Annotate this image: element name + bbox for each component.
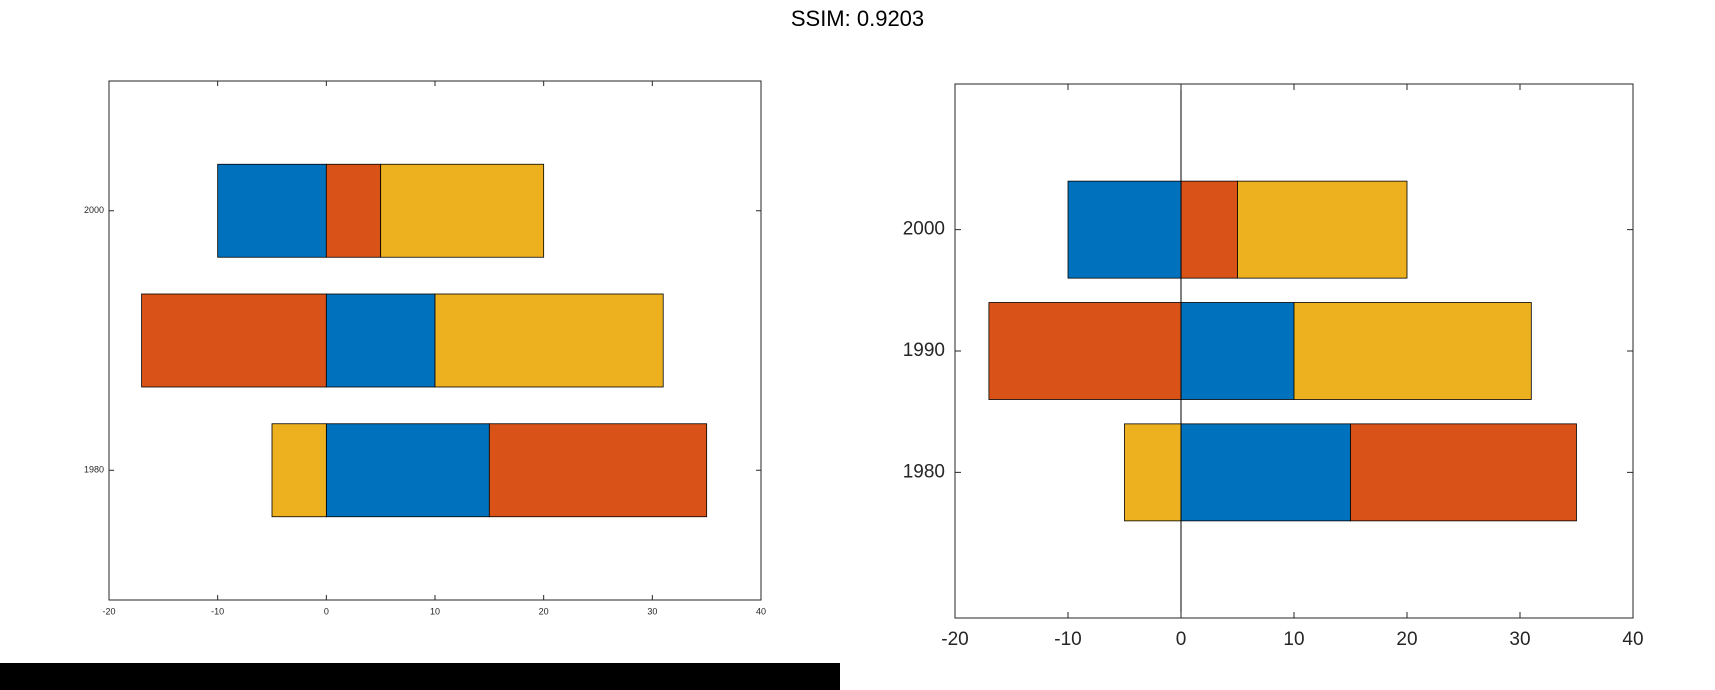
bar-1980-yellow — [1124, 423, 1182, 522]
x-tick-label: -20 — [102, 606, 115, 616]
bar-1990-yellow — [434, 293, 664, 388]
left-chart: -20 -10 0 10 20 30 40 1980 2000 — [84, 80, 766, 616]
x-tick-label: 0 — [1176, 629, 1187, 650]
x-tick-label: 20 — [1396, 629, 1417, 650]
x-tick-label: 40 — [1622, 629, 1643, 650]
x-tick-label: -10 — [211, 606, 224, 616]
x-tick-label: -10 — [1054, 629, 1081, 650]
bar-2000-yellow — [380, 163, 545, 258]
y-tick-label: 1980 — [903, 461, 945, 482]
bar-1980-yellow — [271, 423, 327, 518]
right-chart: -20 -10 0 10 20 30 40 1980 1990 2000 — [903, 83, 1644, 650]
bar-2000-blue — [217, 163, 327, 258]
bar-1990-yellow — [1293, 302, 1532, 400]
page-title: SSIM: 0.9203 — [790, 6, 925, 31]
bar-1980-orange — [488, 423, 708, 518]
black-footer-bar — [0, 663, 840, 690]
bar-1980-orange — [1350, 423, 1577, 522]
x-tick-label: 10 — [430, 606, 440, 616]
x-tick-label: 30 — [647, 606, 657, 616]
bar-2000-yellow — [1237, 180, 1408, 279]
bar-1980-blue — [1180, 423, 1351, 522]
bar-2000-blue — [1067, 180, 1182, 279]
bar-1990-blue — [325, 293, 436, 388]
x-tick-label: 10 — [1283, 629, 1304, 650]
x-tick-label: 20 — [539, 606, 549, 616]
bar-1990-orange — [141, 293, 327, 388]
x-tick-label: 40 — [756, 606, 766, 616]
y-tick-label: 2000 — [903, 219, 945, 240]
bar-1990-orange — [988, 302, 1182, 400]
y-tick-label: 1990 — [903, 340, 945, 361]
y-tick-label: 2000 — [84, 205, 104, 215]
bar-2000-orange — [325, 163, 382, 258]
x-tick-label: -20 — [941, 629, 968, 650]
bar-2000-orange — [1180, 180, 1238, 279]
x-tick-label: 30 — [1509, 629, 1530, 650]
y-tick-label: 1980 — [84, 465, 104, 475]
x-tick-label: 0 — [324, 606, 329, 616]
bar-1990-blue — [1180, 302, 1295, 400]
bar-1980-blue — [325, 423, 490, 518]
